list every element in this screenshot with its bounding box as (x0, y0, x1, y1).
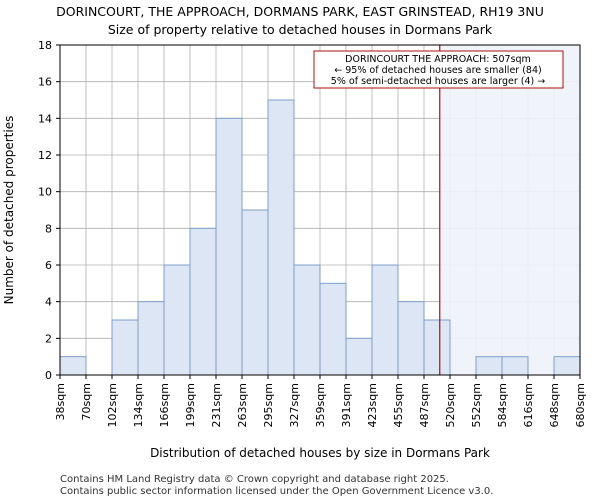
x-tick-label: 134sqm (132, 383, 145, 427)
x-tick-label: 391sqm (340, 383, 353, 427)
x-tick-label: 455sqm (392, 383, 405, 427)
x-tick-label: 295sqm (262, 383, 275, 427)
bar (215, 117, 243, 376)
highlight-region-group (439, 45, 580, 375)
bar (345, 337, 373, 376)
bar (397, 301, 425, 376)
x-tick-label: 680sqm (574, 383, 587, 427)
bar (137, 301, 165, 376)
x-tick-label: 102sqm (106, 383, 119, 427)
x-tick-label: 70sqm (80, 383, 93, 420)
highlight-region (439, 45, 580, 375)
x-tick-label: 199sqm (184, 383, 197, 427)
x-tick-label: 359sqm (314, 383, 327, 427)
bar (111, 319, 139, 376)
y-tick-label: 10 (38, 186, 52, 199)
y-tick-label: 4 (45, 296, 52, 309)
footer-line2: Contains public sector information licen… (60, 486, 493, 497)
x-ticks-group: 38sqm 70sqm 102sqm 134sqm 166sqm 199sqm 231sqm… (54, 375, 587, 427)
y-tick-label: 8 (45, 222, 52, 235)
y-tick-label: 0 (45, 369, 52, 382)
annotation-line1: DORINCOURT THE APPROACH: 507sqm (345, 54, 531, 65)
x-tick-label: 231sqm (210, 383, 223, 427)
chart-title-line2: Size of property relative to detached ho… (108, 22, 493, 37)
y-tick-label: 2 (45, 332, 52, 345)
bar (163, 264, 191, 376)
bar (501, 356, 529, 376)
annotation-box: DORINCOURT THE APPROACH: 507sqm ← 95% of… (313, 50, 564, 89)
y-tick-label: 18 (38, 39, 52, 52)
x-tick-label: 520sqm (444, 383, 457, 427)
y-tick-label: 14 (38, 112, 52, 125)
x-tick-label: 38sqm (54, 383, 67, 420)
x-tick-label: 423sqm (366, 383, 379, 427)
bar (553, 356, 581, 376)
bar (423, 319, 451, 376)
annotation-line2: ← 95% of detached houses are smaller (84… (334, 65, 541, 76)
x-tick-label: 487sqm (418, 383, 431, 427)
x-tick-label: 584sqm (496, 383, 509, 427)
bar (241, 209, 269, 376)
bar (319, 282, 347, 376)
x-tick-label: 327sqm (288, 383, 301, 427)
chart-title-line1: DORINCOURT, THE APPROACH, DORMANS PARK, … (56, 4, 544, 19)
x-tick-label: 648sqm (548, 383, 561, 427)
bar (59, 356, 87, 376)
y-tick-label: 16 (38, 76, 52, 89)
x-tick-label: 552sqm (470, 383, 483, 427)
x-axis-label: Distribution of detached houses by size … (150, 446, 490, 460)
y-tick-label: 6 (45, 259, 52, 272)
x-tick-label: 166sqm (158, 383, 171, 427)
bar (267, 99, 295, 376)
x-tick-label: 616sqm (522, 383, 535, 427)
y-axis-label: Number of detached properties (2, 116, 16, 305)
bars-group (59, 99, 581, 376)
bar (293, 264, 321, 376)
y-tick-label: 12 (38, 149, 52, 162)
y-ticks-group: 0 2 4 6 8 10 12 14 16 18 (38, 39, 60, 382)
x-tick-label: 263sqm (236, 383, 249, 427)
bar (475, 356, 503, 376)
footer-line1: Contains HM Land Registry data © Crown c… (60, 474, 449, 485)
bar (189, 227, 217, 376)
annotation-frame (313, 50, 564, 89)
annotation-line3: 5% of semi-detached houses are larger (4… (331, 76, 545, 87)
bar (371, 264, 399, 376)
